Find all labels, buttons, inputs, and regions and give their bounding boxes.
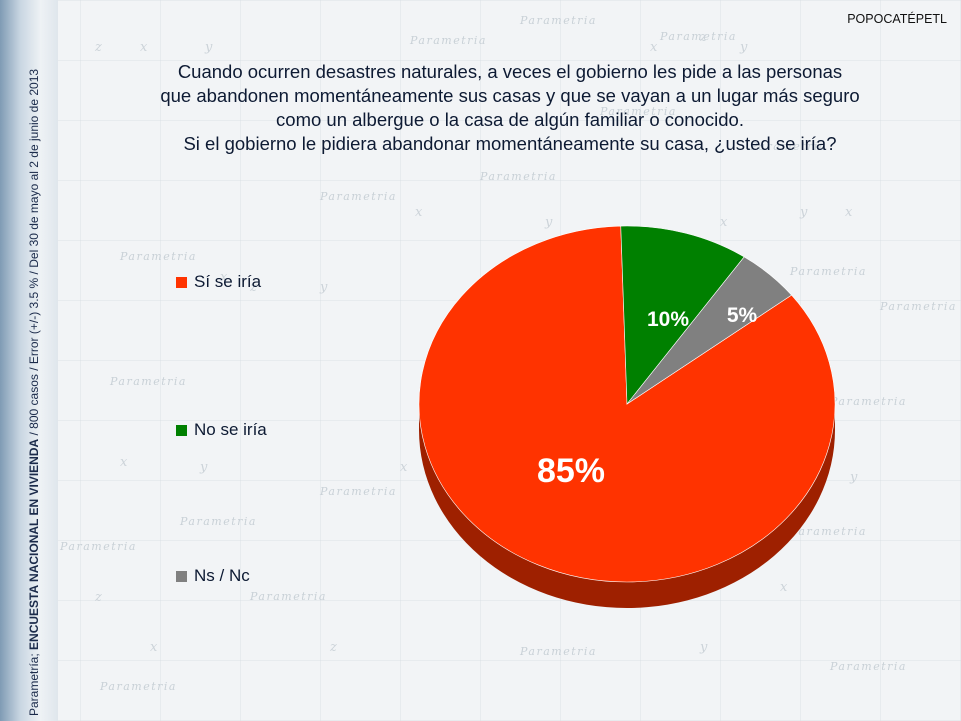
watermark-text: Parametria (790, 265, 867, 278)
watermark-glyph: x (400, 460, 408, 475)
watermark-glyph: y (700, 640, 708, 655)
watermark-text: Parametria (520, 14, 597, 27)
watermark-text: Parametria (410, 34, 487, 47)
watermark-text: Parametria (880, 300, 957, 313)
legend-item-no: No se iría (176, 420, 267, 440)
watermark-glyph: y (205, 40, 213, 55)
watermark-glyph: z (250, 280, 257, 295)
watermark-glyph: z (330, 640, 337, 655)
watermark-text: Parametria (100, 680, 177, 693)
legend-swatch (176, 276, 187, 288)
watermark-text: Parametria (830, 395, 907, 408)
watermark-text: Parametria (320, 190, 397, 203)
watermark-glyph: x (120, 455, 128, 470)
pie-slice-nsnc (626, 256, 792, 405)
watermark-text: Parametria (320, 485, 397, 498)
legend-label: Ns / Nc (194, 566, 250, 585)
watermark-text: Parametria (480, 170, 557, 183)
watermark-text: Parametria (790, 525, 867, 538)
legend-swatch (176, 424, 187, 436)
watermark-text: Parametria (120, 250, 197, 263)
watermark-glyph: y (320, 280, 328, 295)
watermark-text: Parametria (250, 590, 327, 603)
watermark-glyph: x (150, 640, 158, 655)
data-label: 5% (727, 304, 758, 327)
chart-title: Cuando ocurren desastres naturales, a ve… (100, 60, 920, 156)
watermark-glyph: y (200, 460, 208, 475)
watermark-glyph: z (95, 590, 102, 605)
title-line: como un albergue o la casa de algún fami… (276, 109, 744, 130)
watermark-glyph: y (545, 215, 553, 230)
legend-label: Sí se iría (194, 272, 262, 291)
legend-item-nsnc: Ns / Nc (176, 566, 250, 586)
title-line: Si el gobierno le pidiera abandonar mome… (183, 133, 837, 154)
watermark-glyph: z (700, 30, 707, 45)
legend-swatch (176, 570, 187, 582)
side-strip (0, 0, 58, 721)
data-label: 10% (647, 308, 689, 331)
watermark-glyph: x (140, 40, 148, 55)
watermark-text: Parametria (660, 30, 737, 43)
watermark-glyph: x (720, 215, 728, 230)
watermark-glyph: y (800, 205, 808, 220)
legend-item-si: Sí se iría (176, 272, 261, 292)
watermark-glyph: x (780, 580, 788, 595)
watermark-glyph: y (740, 40, 748, 55)
watermark-glyph: z (95, 40, 102, 55)
data-label: 85% (537, 452, 605, 490)
title-line: Cuando ocurren desastres naturales, a ve… (177, 61, 843, 82)
watermark-glyph: x (220, 270, 228, 285)
watermark-glyph: x (650, 40, 658, 55)
watermark-glyph: y (850, 470, 858, 485)
watermark-text: Parametria (600, 105, 677, 118)
watermark-text: Parametria (520, 645, 597, 658)
watermark-text: Parametria (750, 140, 827, 153)
watermark-text: Parametria (110, 375, 187, 388)
pie-slice-no (620, 225, 745, 405)
watermark-glyph: x (845, 205, 853, 220)
watermark-text: Parametria (60, 540, 137, 553)
topic-label: POPOCATÉPETL (847, 12, 947, 26)
title-line: que abandonen momentáneamente sus casas … (160, 85, 860, 106)
watermark-glyph: x (415, 205, 423, 220)
watermark-text: Parametria (180, 515, 257, 528)
watermark-text: Parametria (830, 660, 907, 673)
legend-label: No se iría (194, 420, 267, 439)
